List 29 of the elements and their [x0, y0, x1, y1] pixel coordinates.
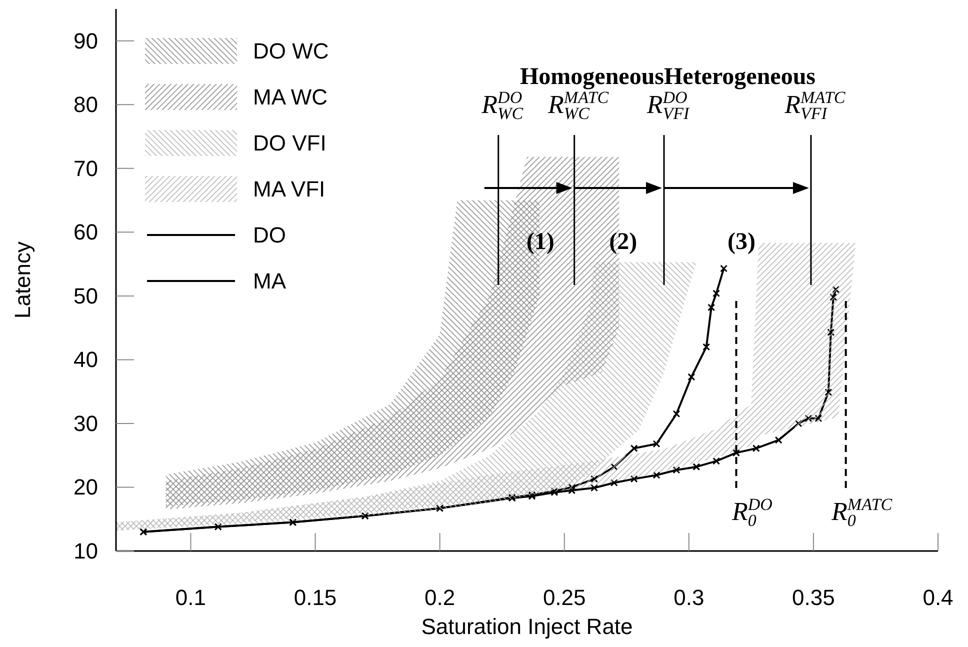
- y-tick-label: 10: [74, 538, 98, 564]
- legend-label: DO: [253, 222, 286, 248]
- x-tick-label: 0.25: [542, 585, 586, 610]
- annotation: (3): [727, 229, 756, 255]
- y-tick-label: 50: [74, 283, 98, 308]
- x-tick-label: 0.2: [424, 585, 456, 610]
- legend-label: MA WC: [253, 84, 328, 110]
- x-axis-title: Saturation Inject Rate: [421, 614, 633, 639]
- y-tick-label: 40: [74, 347, 98, 372]
- x-tick-label: 0.35: [792, 585, 835, 610]
- annotation: Heterogeneous: [664, 64, 816, 90]
- x-tick-label: 0.3: [674, 585, 704, 610]
- legend-label: MA VFI: [253, 176, 326, 202]
- y-tick-label: 90: [74, 28, 98, 54]
- x-tick-label: 0.15: [294, 585, 337, 610]
- legend-label: DO WC: [253, 38, 329, 64]
- legend-label: MA: [253, 268, 286, 294]
- annotation: (1): [526, 229, 554, 255]
- y-tick-label: 70: [74, 156, 98, 181]
- y-tick-label: 30: [74, 410, 98, 436]
- y-tick-label: 80: [74, 92, 98, 118]
- x-tick-label: 0.1: [175, 585, 206, 610]
- annotation: Homogeneous: [520, 64, 664, 90]
- annotation: (2): [609, 229, 638, 255]
- y-tick-label: 60: [74, 220, 98, 245]
- x-tick-label: 0.4: [922, 585, 954, 610]
- legend-label: DO VFI: [253, 130, 326, 156]
- y-tick-label: 20: [74, 474, 98, 500]
- y-axis-title: Latency: [10, 241, 35, 319]
